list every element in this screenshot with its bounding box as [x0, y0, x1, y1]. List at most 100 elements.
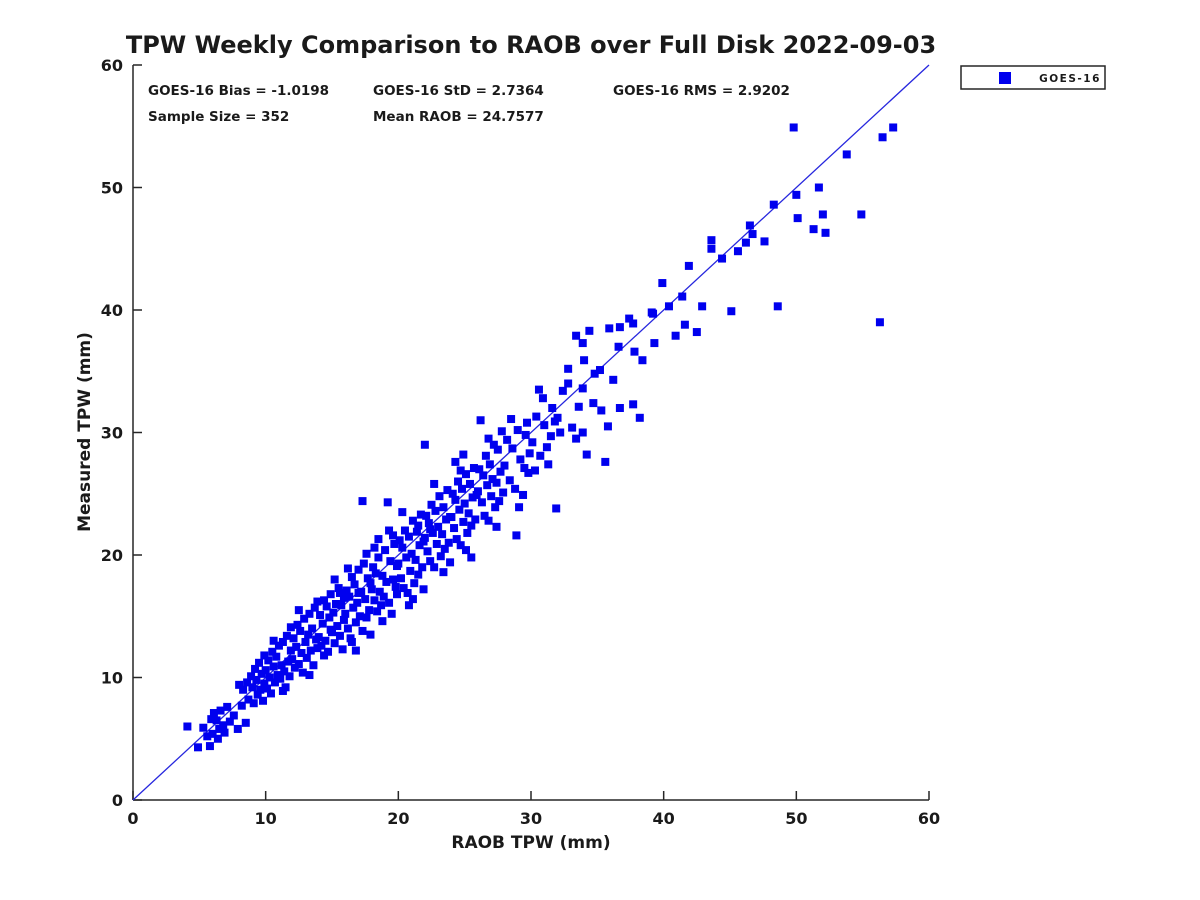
scatter-point: [335, 588, 344, 597]
scatter-point: [207, 715, 216, 724]
scatter-point: [450, 524, 459, 533]
scatter-point: [335, 631, 344, 640]
scatter-point: [382, 577, 391, 586]
scatter-point: [420, 533, 429, 542]
scatter-point: [435, 492, 444, 501]
scatter-point: [418, 563, 427, 572]
scatter-point: [241, 718, 250, 727]
scatter-point: [313, 597, 322, 606]
scatter-point: [546, 432, 555, 441]
scatter-point: [572, 331, 581, 340]
scatter-point: [393, 590, 402, 599]
scatter-point: [321, 636, 330, 645]
scatter-point: [741, 238, 750, 247]
scatter-point: [536, 451, 545, 460]
scatter-point: [244, 695, 253, 704]
scatter-point: [266, 689, 275, 698]
scatter-point: [692, 328, 701, 337]
scatter-point: [499, 488, 508, 497]
x-tick-label: 60: [918, 809, 940, 828]
scatter-point: [792, 190, 801, 199]
scatter-point: [269, 662, 278, 671]
scatter-point: [298, 668, 307, 677]
scatter-point: [387, 609, 396, 618]
scatter-point: [718, 254, 727, 263]
scatter-point: [239, 685, 248, 694]
scatter-point: [370, 543, 379, 552]
scatter-point: [519, 490, 528, 499]
axes-layer: 0 10 20 30 40 50 60 0 10 20 30 40 50 60: [101, 56, 940, 828]
scatter-point: [347, 637, 356, 646]
scatter-point: [760, 237, 769, 246]
scatter-point: [362, 549, 371, 558]
scatter-point: [773, 302, 782, 311]
scatter-point: [383, 498, 392, 507]
scatter-point: [521, 430, 530, 439]
x-tick-label: 30: [520, 809, 542, 828]
scatter-point: [684, 261, 693, 270]
scatter-point: [487, 492, 496, 501]
scatter-point: [308, 624, 317, 633]
scatter-point: [390, 539, 399, 548]
scatter-point: [590, 369, 599, 378]
stat-sample-size: Sample Size = 352: [148, 109, 289, 125]
scatter-point: [252, 675, 261, 684]
scatter-point: [216, 706, 225, 715]
scatter-point: [330, 575, 339, 584]
y-axis-label: Measured TPW (mm): [75, 332, 95, 532]
scatter-point: [354, 565, 363, 574]
scatter-point: [391, 582, 400, 591]
scatter-point: [347, 573, 356, 582]
scatter-point: [512, 531, 521, 540]
scatter-point: [707, 236, 716, 245]
scatter-point: [440, 544, 449, 553]
scatter-point: [339, 615, 348, 624]
scatter-point: [339, 593, 348, 602]
scatter-point: [456, 466, 465, 475]
scatter-point: [451, 457, 460, 466]
scatter-point: [329, 608, 338, 617]
scatter-point: [199, 723, 208, 732]
scatter-point: [341, 609, 350, 618]
scatter-point: [422, 511, 431, 520]
scatter-point: [515, 503, 524, 512]
scatter-point: [399, 584, 408, 593]
scatter-point: [459, 450, 468, 459]
scatter-point: [407, 549, 416, 558]
scatter-point: [601, 457, 610, 466]
scatter-point: [534, 385, 543, 394]
scatter-point: [727, 307, 736, 316]
y-tick-label: 40: [101, 301, 123, 320]
scatter-point: [235, 680, 244, 689]
scatter-point: [458, 484, 467, 493]
scatter-point: [500, 461, 509, 470]
scatter-point: [305, 671, 314, 680]
scatter-point: [439, 568, 448, 577]
x-axis-label: RAOB TPW (mm): [451, 833, 610, 853]
scatter-point: [264, 656, 273, 665]
scatter-point: [443, 486, 452, 495]
scatter-point: [320, 651, 329, 660]
scatter-point: [351, 618, 360, 627]
scatter-point: [309, 661, 318, 670]
scatter-point: [374, 535, 383, 544]
scatter-point: [476, 416, 485, 425]
scatter-point: [605, 324, 614, 333]
scatter-point: [461, 470, 470, 479]
scatter-point: [326, 590, 335, 599]
scatter-point: [809, 225, 818, 234]
scatter-point: [325, 613, 334, 622]
scatter-point: [582, 450, 591, 459]
scatter-point: [300, 614, 309, 623]
scatter-point: [375, 587, 384, 596]
stat-mean-raob: Mean RAOB = 24.7577: [373, 109, 544, 125]
scatter-point: [420, 440, 429, 449]
scatter-point: [678, 292, 687, 301]
scatter-point: [331, 600, 340, 608]
scatter-point: [256, 685, 265, 694]
scatter-point: [219, 721, 228, 730]
scatter-point: [455, 505, 464, 514]
scatter-point: [456, 541, 465, 550]
scatter-point: [408, 516, 417, 525]
